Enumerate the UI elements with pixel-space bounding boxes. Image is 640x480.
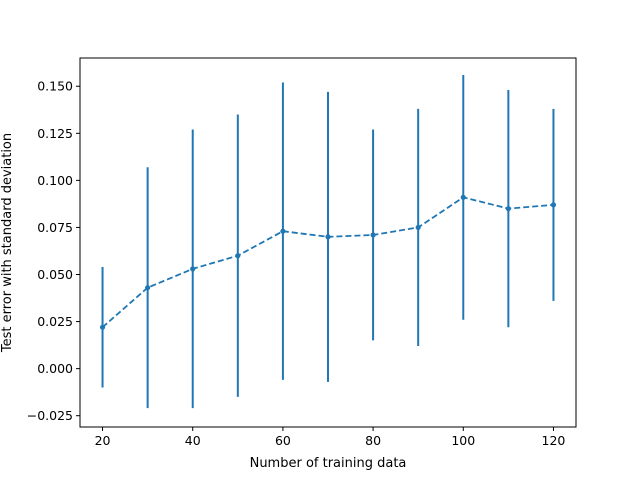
y-axis-label: Test error with standard deviation <box>0 133 15 353</box>
axes-frame <box>79 57 577 428</box>
data-point <box>550 202 557 208</box>
y-tick-label: −0.025 <box>27 408 73 423</box>
data-point <box>325 234 331 240</box>
y-axis: −0.025 0.000 0.025 0.050 0.075 0.100 0.125 0.15… <box>27 79 80 423</box>
y-tick-label: 0.025 <box>37 314 73 329</box>
x-tick-label: 100 <box>451 433 475 448</box>
data-point <box>415 224 421 231</box>
y-tick-label: 0.100 <box>37 173 73 188</box>
y-tick-label: 0.075 <box>37 220 73 235</box>
data-point <box>280 228 286 234</box>
data-point <box>99 324 106 330</box>
y-tick-label: 0.050 <box>37 267 73 282</box>
data-point <box>370 232 376 238</box>
plot-area <box>99 74 557 409</box>
x-tick-label: 120 <box>542 433 566 448</box>
x-axis: 20 40 60 80 100 120 <box>95 427 566 448</box>
x-axis-label: Number of training data <box>250 456 407 471</box>
data-point <box>235 253 241 259</box>
x-tick-label: 60 <box>275 433 291 448</box>
data-point <box>190 266 196 272</box>
data-point <box>460 194 466 200</box>
y-tick-label: 0.125 <box>37 126 73 141</box>
y-tick-label: 0.150 <box>37 79 73 94</box>
x-tick-label: 80 <box>365 433 381 448</box>
x-tick-label: 20 <box>95 433 111 448</box>
x-tick-label: 40 <box>185 433 201 448</box>
data-point <box>145 285 151 291</box>
y-tick-label: 0.000 <box>37 361 73 376</box>
data-point <box>505 206 511 212</box>
